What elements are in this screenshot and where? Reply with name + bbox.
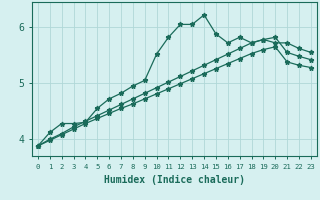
X-axis label: Humidex (Indice chaleur): Humidex (Indice chaleur) [104, 175, 245, 185]
